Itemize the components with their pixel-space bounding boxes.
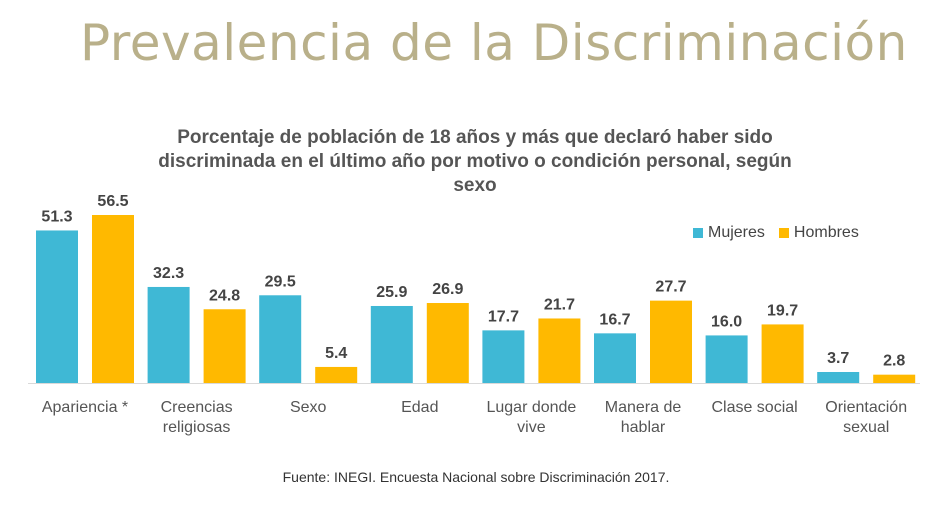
- data-label-mujeres-0: 51.3: [41, 208, 72, 225]
- data-label-hombres-5: 27.7: [655, 279, 686, 296]
- bar-mujeres-7: [817, 371, 860, 383]
- category-label-1-line-1: religiosas: [163, 419, 231, 436]
- data-label-hombres-4: 21.7: [544, 296, 575, 313]
- bar-hombres-6: [761, 324, 804, 383]
- bar-mujeres-5: [594, 333, 636, 383]
- data-label-mujeres-7: 3.7: [827, 350, 849, 367]
- data-label-hombres-6: 19.7: [767, 302, 798, 319]
- category-label-2-line-0: Sexo: [290, 399, 327, 416]
- category-label-4-line-1: vive: [517, 419, 546, 436]
- chart-title-line-3: sexo: [453, 175, 497, 196]
- category-label-7-line-1: sexual: [843, 419, 889, 436]
- chart-title: Porcentaje de población de 18 años y más…: [100, 126, 850, 198]
- bar-mujeres-6: [705, 335, 748, 383]
- chart-title-line-2: discriminada en el último año por motivo…: [158, 151, 792, 172]
- bar-mujeres-3: [370, 305, 413, 383]
- category-label-7-line-0: Orientación: [825, 399, 907, 416]
- category-label-4-line-0: Lugar donde: [486, 399, 576, 416]
- legend-swatch-mujeres: [693, 228, 703, 238]
- source-note: Fuente: INEGI. Encuesta Nacional sobre D…: [282, 469, 670, 485]
- bar-hombres-5: [650, 300, 692, 383]
- category-label-1-line-0: Creencias: [161, 399, 233, 416]
- data-label-hombres-2: 5.4: [325, 345, 347, 362]
- data-label-hombres-3: 26.9: [432, 281, 463, 298]
- bar-mujeres-0: [36, 230, 78, 383]
- bar-hombres-4: [538, 318, 581, 383]
- data-label-hombres-1: 24.8: [209, 287, 240, 304]
- data-label-hombres-7: 2.8: [883, 353, 905, 370]
- data-label-mujeres-3: 25.9: [376, 284, 407, 301]
- bar-mujeres-1: [147, 286, 190, 383]
- chart-legend: Mujeres Hombres: [693, 224, 859, 242]
- bar-hombres-2: [315, 366, 358, 383]
- bar-hombres-7: [873, 374, 916, 383]
- category-label-5-line-0: Manera de: [605, 399, 682, 416]
- chart-title-line-1: Porcentaje de población de 18 años y más…: [177, 127, 773, 148]
- data-label-mujeres-1: 32.3: [153, 265, 184, 282]
- bar-hombres-0: [92, 215, 134, 383]
- data-label-hombres-0: 56.5: [97, 193, 128, 210]
- legend-swatch-hombres: [778, 228, 789, 238]
- bar-hombres-1: [203, 309, 246, 383]
- data-label-mujeres-5: 16.7: [599, 311, 630, 328]
- bar-mujeres-2: [259, 295, 302, 383]
- slide-title: Prevalencia de la Discriminación: [80, 14, 908, 72]
- data-label-mujeres-6: 16.0: [711, 313, 742, 330]
- category-label-0-line-0: Apariencia *: [42, 399, 128, 416]
- legend-item-hombres: Hombres: [778, 224, 859, 242]
- bar-mujeres-4: [482, 330, 525, 383]
- legend-item-mujeres: Mujeres: [693, 224, 765, 242]
- legend-label-mujeres: Mujeres: [708, 224, 765, 241]
- data-label-mujeres-2: 29.5: [265, 273, 296, 290]
- data-label-mujeres-4: 17.7: [488, 308, 519, 325]
- legend-label-hombres: Hombres: [793, 224, 859, 241]
- category-label-3-line-0: Edad: [401, 399, 438, 416]
- bar-hombres-3: [426, 303, 469, 383]
- category-label-5-line-1: hablar: [621, 419, 666, 436]
- category-label-6-line-0: Clase social: [711, 399, 797, 416]
